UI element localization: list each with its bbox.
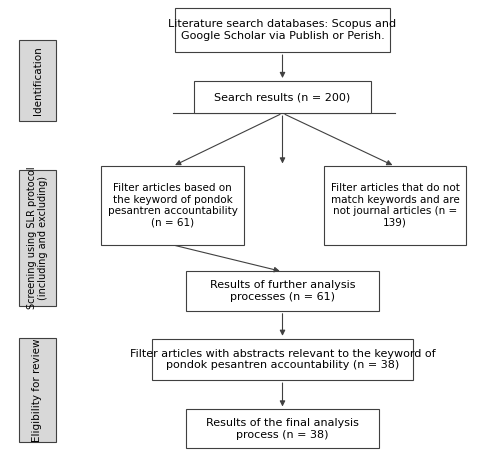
Bar — [194, 81, 371, 113]
Bar — [175, 8, 390, 52]
Text: Results of the final analysis
process (n = 38): Results of the final analysis process (n… — [206, 418, 359, 439]
Bar — [19, 41, 56, 122]
Text: Eligibility for review: Eligibility for review — [32, 339, 42, 442]
Text: Filter articles based on
the keyword of pondok
pesantren accountability
(n = 61): Filter articles based on the keyword of … — [108, 183, 238, 228]
Text: Literature search databases: Scopus and
Google Scholar via Publish or Perish.: Literature search databases: Scopus and … — [168, 19, 396, 41]
Text: Screening using SLR protocol
(including and excluding): Screening using SLR protocol (including … — [26, 167, 48, 309]
Text: Search results (n = 200): Search results (n = 200) — [214, 92, 350, 102]
Text: Filter articles with abstracts relevant to the keyword of
pondok pesantren accou: Filter articles with abstracts relevant … — [130, 349, 436, 370]
Text: Filter articles that do not
match keywords and are
not journal articles (n =
139: Filter articles that do not match keywor… — [330, 183, 460, 228]
Bar — [19, 338, 56, 443]
Bar — [324, 166, 466, 245]
Bar — [186, 409, 379, 448]
Bar — [186, 271, 379, 310]
Bar — [101, 166, 244, 245]
Bar — [19, 170, 56, 306]
Bar — [152, 339, 412, 380]
Text: Results of further analysis
processes (n = 61): Results of further analysis processes (n… — [210, 280, 355, 302]
Text: Identification: Identification — [32, 47, 42, 115]
